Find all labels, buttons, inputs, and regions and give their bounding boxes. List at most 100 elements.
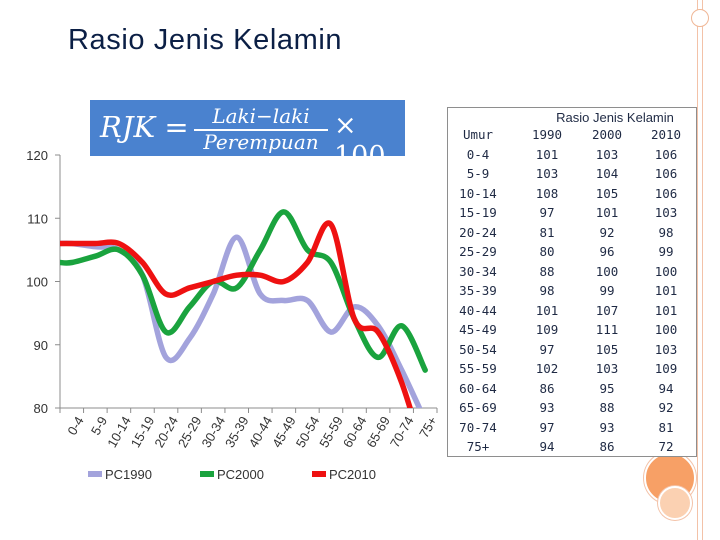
formula-rhs: × 100 (334, 110, 386, 172)
table-header-cell: Umur (462, 127, 494, 142)
table-cell: 111 (595, 322, 619, 337)
table-cell: 92 (599, 224, 615, 240)
table-cell: 30-34 (459, 263, 497, 279)
table-cell: 96 (599, 244, 615, 259)
frame-ring-decoration (691, 9, 709, 27)
table-cell: 86 (599, 439, 615, 454)
table-cell: 55-59 (459, 361, 497, 376)
table-cell: 98 (539, 283, 555, 298)
table-cell: 20-24 (459, 224, 497, 240)
table-cell: 72 (658, 439, 674, 454)
table-col-2000: 2000 103 104 105 101 92 96 100 99 107 111 105 103 95 8… (582, 125, 632, 457)
table-cell: 95 (599, 380, 615, 396)
table-cell: 105 (595, 185, 619, 201)
table-cell: 0-4 (466, 146, 490, 162)
x-tick-label: 75+ (416, 414, 440, 441)
table-cell: 101 (595, 205, 619, 220)
table-cell: 93 (539, 400, 555, 415)
decorative-circle-small (658, 486, 692, 520)
x-tick-label: 5-9 (88, 414, 110, 438)
table-cell: 92 (658, 400, 674, 415)
table-cell: 109 (654, 361, 678, 376)
table-cell: 105 (595, 341, 619, 357)
table-cell: 80 (539, 244, 555, 259)
table-cell: 100 (595, 263, 619, 279)
table-cell: 25-29 (459, 244, 497, 259)
table-cell: 104 (595, 166, 619, 181)
table-cell: 107 (595, 302, 619, 318)
series-line-pc2000 (60, 209, 428, 373)
table-cell: 100 (654, 322, 678, 337)
x-tick-label: 0-4 (64, 414, 86, 438)
table-col-1990: 1990 101 103 108 97 81 80 88 98 101 109 97 102 86 93 97… (522, 125, 572, 457)
chart-series (60, 209, 428, 408)
table-cell: 88 (599, 400, 615, 415)
table-cell: 40-44 (459, 302, 497, 318)
table-cell: 50-54 (459, 341, 497, 357)
table-cell: 99 (658, 244, 674, 259)
formula-lhs: RJK = (100, 110, 189, 144)
table-cell: 102 (535, 361, 559, 376)
y-tick-label: 100 (26, 275, 48, 290)
formula-numerator: Laki−laki (194, 105, 328, 131)
x-tick-label: 70-74 (387, 414, 417, 450)
table-col-age: Umur 0-4 5-9 10-14 15-19 20-24 25-29 30-34 35-39… (443, 125, 513, 457)
table-cell: 101 (654, 283, 678, 298)
table-cell: 106 (654, 185, 678, 201)
chart-legend: PC1990 PC2000 PC2010 (88, 467, 376, 482)
table-cell: 10-14 (459, 185, 497, 201)
table-cell: 81 (658, 419, 674, 435)
table-cell: 45-49 (459, 322, 497, 337)
table-title: Rasio Jenis Kelamin (556, 110, 674, 125)
table-cell: 94 (539, 439, 555, 454)
table-cell: 70-74 (459, 419, 497, 435)
table-cell: 94 (658, 380, 674, 396)
table-cell: 101 (535, 302, 559, 318)
table-cell: 97 (539, 341, 555, 357)
legend-label-pc2000: PC2000 (217, 467, 264, 482)
table-cell: 75+ (466, 439, 490, 454)
table-cell: 103 (595, 361, 619, 376)
table-cell: 65-69 (459, 400, 497, 415)
y-tick-label: 90 (34, 338, 48, 353)
y-tick-label: 110 (27, 211, 48, 226)
table-cell: 98 (658, 224, 674, 240)
table-cell: 97 (539, 419, 555, 435)
table-header-cell: 1990 (531, 127, 563, 142)
table-cell: 60-64 (459, 380, 497, 396)
table-cell: 35-39 (459, 283, 497, 298)
table-cell: 101 (654, 302, 678, 318)
table-cell: 103 (654, 341, 678, 357)
legend-label-pc2010: PC2010 (329, 467, 376, 482)
table-cell: 106 (654, 166, 678, 181)
table-cell: 108 (535, 185, 559, 201)
table-cell: 88 (539, 263, 555, 279)
y-tick-label: 120 (26, 148, 48, 163)
formula-box: RJK = Laki−laki Perempuan × 100 (90, 100, 405, 172)
table-cell: 99 (599, 283, 615, 298)
table-header-cell: 2010 (650, 127, 682, 142)
legend-label-pc1990: PC1990 (105, 467, 152, 482)
y-tick-label: 80 (34, 401, 48, 416)
formula-fraction: Laki−laki Perempuan (194, 105, 328, 154)
table-header-cell: 2000 (591, 127, 623, 142)
x-tick-labels: 0-4 5-910-1415-1920-2425-2930-3435-3940-4… (64, 414, 440, 450)
series-line-pc2010 (60, 220, 413, 408)
table-cell: 103 (654, 205, 678, 220)
table-cell: 101 (535, 146, 559, 162)
table-cell: 81 (539, 224, 555, 240)
y-tick-labels: 80 90 100 110 120 (26, 148, 48, 416)
table-cell: 15-19 (459, 205, 497, 220)
table-cell: 103 (535, 166, 559, 181)
table-cell: 109 (535, 322, 559, 337)
formula-denominator: Perempuan (203, 130, 319, 154)
chart-axes (55, 154, 438, 413)
table-cell: 5-9 (466, 166, 490, 181)
slide-title: Rasio Jenis Kelamin (68, 24, 343, 56)
table-cell: 106 (654, 146, 678, 162)
slide-frame-right (691, 0, 709, 540)
table-col-2010: 2010 106 106 106 103 98 99 100 101 101 100 103 109 94… (641, 125, 691, 457)
table-cell: 103 (595, 146, 619, 162)
ratio-table (447, 107, 697, 457)
